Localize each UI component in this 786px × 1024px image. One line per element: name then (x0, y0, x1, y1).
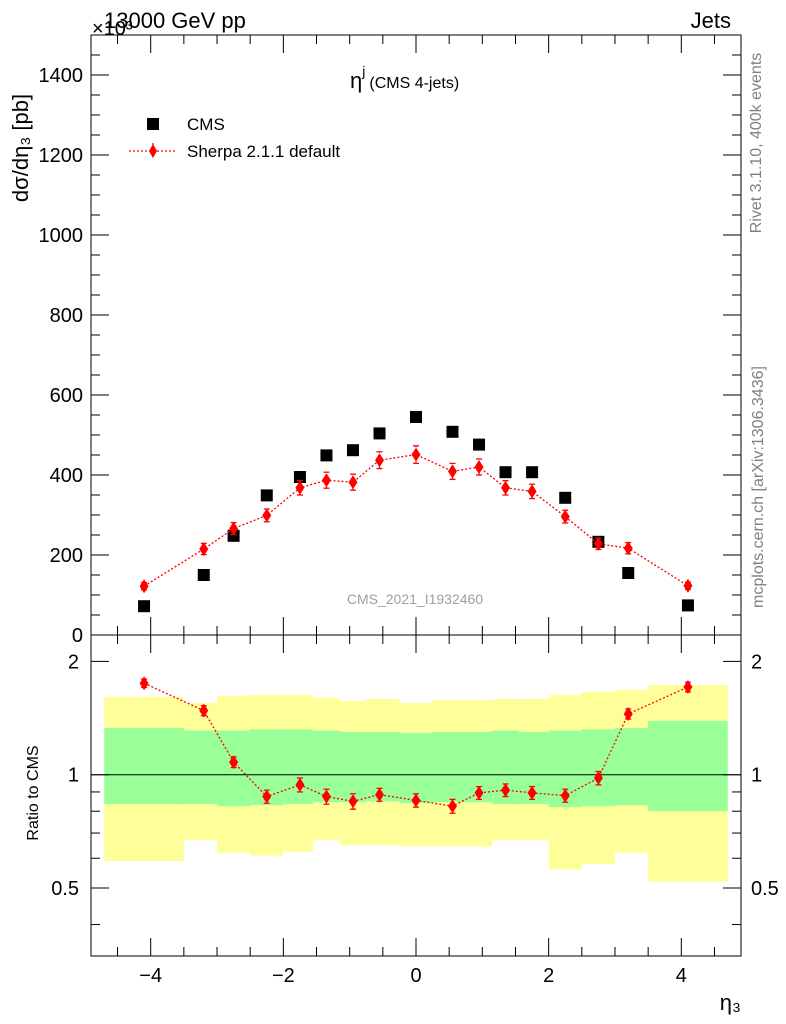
ratio-sherpa-point (527, 785, 537, 800)
sherpa-data-point (199, 542, 209, 556)
ratio-y-axis-title: Ratio to CMS (25, 745, 42, 840)
rivet-label: Rivet 3.1.10, 400k events (748, 53, 765, 234)
x-tick-label: 4 (676, 965, 687, 987)
sherpa-data-point (447, 464, 457, 479)
legend-sherpa-marker (149, 144, 157, 158)
top-y-tick-label: 400 (50, 465, 83, 487)
ratio-sherpa-point (295, 777, 305, 792)
sherpa-data-point (527, 484, 537, 499)
cms-data-point (622, 567, 635, 579)
uncertainty-band-inner (104, 728, 184, 805)
cms-data-point (473, 438, 486, 451)
sherpa-data-point (683, 578, 693, 593)
ratio-sherpa-point (411, 793, 421, 808)
ratio-sherpa-point (683, 679, 693, 694)
analysis-watermark: CMS_2021_I1932460 (347, 591, 483, 607)
x-tick-label: 2 (543, 965, 554, 987)
process-label: Jets (691, 8, 731, 33)
cms-data-point (373, 427, 386, 440)
uncertainty-band-inner (183, 730, 218, 805)
cms-data-point (138, 600, 151, 613)
ratio-sherpa-point (139, 676, 149, 691)
uncertainty-band-inner (366, 731, 400, 802)
cms-data-point (446, 425, 459, 438)
ratio-y-tick-label: 2 (68, 651, 79, 673)
exponent-label: ×10³ (92, 18, 133, 40)
ratio-y-tick-label: 1 (68, 765, 79, 787)
cms-data-point (559, 491, 572, 504)
sherpa-data-point (262, 508, 272, 523)
cms-data-point (320, 449, 333, 462)
plot-title: ηj(CMS 4-jets) (350, 63, 459, 93)
uncertainty-band-inner (614, 728, 649, 806)
uncertainty-band-inner (432, 731, 466, 803)
sherpa-data-point (321, 473, 331, 488)
ratio-sherpa-point (375, 787, 385, 802)
sherpa-data-point (474, 460, 484, 474)
ratio-sherpa-point (447, 799, 457, 814)
sherpa-data-point (348, 475, 358, 490)
ratio-sherpa-point (321, 789, 331, 804)
ratio-y-tick-label-right: 1 (751, 765, 762, 787)
legend-cms-label: CMS (187, 115, 225, 134)
sherpa-line (143, 453, 689, 587)
sherpa-data-point (411, 447, 421, 462)
sherpa-data-point (623, 541, 633, 556)
ratio-sherpa-point (229, 755, 239, 770)
uncertainty-band-inner (399, 733, 433, 804)
uncertainty-band-inner (339, 731, 367, 803)
top-y-axis-title: dσ/dη₃ [pb] (8, 94, 33, 202)
energy-label: 13000 GeV pp (104, 8, 246, 33)
top-y-tick-label: 0 (72, 625, 83, 647)
ratio-sherpa-point (623, 706, 633, 721)
top-y-tick-label: 1400 (39, 65, 84, 87)
ratio-y-tick-label-right: 2 (751, 651, 762, 673)
cms-data-point (410, 411, 422, 423)
ratio-y-tick-label-right: 0.5 (751, 878, 779, 900)
top-y-tick-label: 200 (50, 545, 83, 567)
cms-data-point (260, 489, 273, 502)
sherpa-data-point (560, 509, 570, 524)
top-y-tick-label: 1200 (39, 145, 84, 167)
legend-sherpa-label: Sherpa 2.1.1 default (187, 142, 340, 161)
x-tick-label: −2 (272, 965, 295, 987)
cms-data-point (499, 466, 512, 479)
top-y-tick-label: 800 (50, 305, 83, 327)
sherpa-data-point (375, 453, 385, 468)
ratio-y-tick-label: 0.5 (51, 878, 79, 900)
uncertainty-band-inner (283, 729, 314, 805)
x-tick-label: −4 (139, 965, 162, 987)
ratio-sherpa-point (262, 789, 272, 804)
uncertainty-band-inner (648, 720, 728, 812)
legend-cms-marker (147, 118, 159, 130)
top-y-tick-label: 1000 (39, 225, 84, 247)
ratio-sherpa-point (474, 785, 484, 800)
cms-data-point (197, 569, 210, 581)
sherpa-data-point (593, 536, 603, 551)
uncertainty-band-inner (581, 729, 615, 807)
x-axis-title: η₃ (720, 990, 741, 1015)
sherpa-data-point (295, 480, 305, 495)
sherpa-data-point (229, 521, 239, 536)
ratio-sherpa-point (348, 794, 358, 809)
cms-data-point (227, 529, 240, 542)
cms-data-point (526, 466, 539, 479)
top-y-tick-label: 600 (50, 385, 83, 407)
legend: CMS Sherpa 2.1.1 default (129, 115, 340, 161)
cms-data-point (346, 444, 359, 457)
ratio-sherpa-point (560, 788, 570, 803)
ratio-sherpa-point (501, 783, 511, 798)
ratio-sherpa-point (199, 703, 209, 718)
mcplots-label: mcplots.cern.ch [arXiv:1306.3436] (750, 366, 767, 608)
x-tick-label: 0 (410, 965, 421, 987)
cms-data-point (681, 599, 694, 612)
sherpa-data-point (501, 480, 511, 495)
sherpa-data-point (139, 579, 149, 594)
ratio-sherpa-point (593, 771, 603, 786)
